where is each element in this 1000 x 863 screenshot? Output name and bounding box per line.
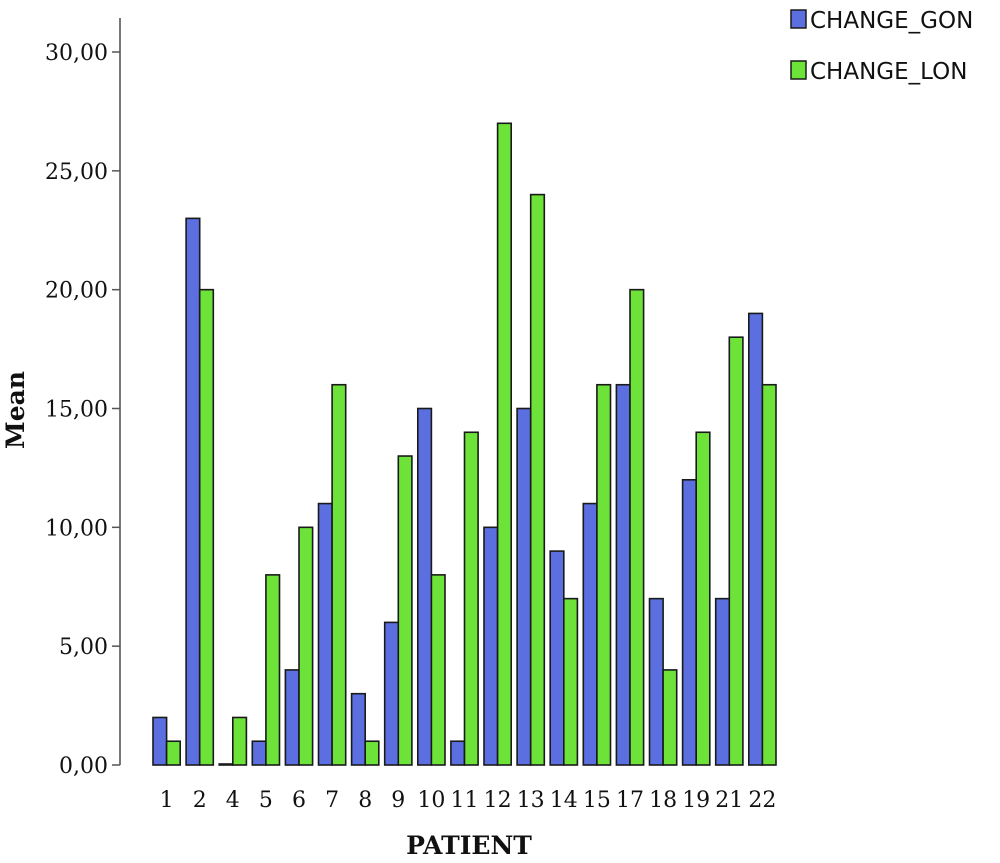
y-tick-label: 30,00 <box>45 41 108 66</box>
bar-change-lon-patient-6 <box>298 526 314 766</box>
bar-change-lon-patient-10 <box>430 574 446 766</box>
bar-change-lon-patient-21 <box>728 336 744 766</box>
bar-change-lon-patient-15 <box>596 383 612 766</box>
bar-change-gon-patient-15 <box>582 502 598 766</box>
bar-change-gon-patient-11 <box>450 740 466 766</box>
bar-change-lon-patient-17 <box>629 288 645 766</box>
bar-change-gon-patient-19 <box>681 478 697 766</box>
bar-change-gon-patient-18 <box>648 597 664 766</box>
bar-change-lon-patient-11 <box>463 431 479 766</box>
x-tick-label: 4 <box>226 788 240 813</box>
y-tick-label: 20,00 <box>45 279 108 304</box>
bar-change-gon-patient-10 <box>416 407 433 766</box>
bar-change-lon-patient-4 <box>232 716 248 766</box>
x-tick-label: 17 <box>616 788 644 813</box>
x-tick-label: 7 <box>325 788 339 813</box>
x-tick-label: 22 <box>748 788 776 813</box>
x-tick-label: 10 <box>417 788 445 813</box>
x-tick-label: 14 <box>550 788 578 813</box>
bars-layer <box>152 122 777 766</box>
bar-change-gon-patient-13 <box>516 407 532 766</box>
y-tick-label: 0,00 <box>59 754 108 779</box>
x-tick-label: 13 <box>517 788 545 813</box>
bar-change-lon-patient-14 <box>562 597 579 766</box>
bar-change-gon-patient-4 <box>218 763 234 766</box>
x-tick-label: 6 <box>292 788 306 813</box>
bar-change-lon-patient-13 <box>529 193 546 766</box>
bar-change-lon-patient-18 <box>662 669 678 766</box>
bar-change-gon-patient-7 <box>317 502 333 766</box>
axes-layer <box>112 18 121 766</box>
bar-change-lon-patient-2 <box>198 288 215 766</box>
legend-label-change-lon: CHANGE_LON <box>810 59 967 85</box>
x-tick-label: 2 <box>193 788 207 813</box>
x-tick-label: 12 <box>484 788 512 813</box>
bar-change-gon-patient-2 <box>185 217 201 766</box>
bar-change-lon-patient-22 <box>761 383 777 766</box>
bar-change-lon-patient-1 <box>165 740 182 766</box>
bar-change-lon-patient-8 <box>364 740 380 766</box>
bar-change-gon-patient-22 <box>747 312 764 766</box>
bar-change-gon-patient-17 <box>615 383 631 766</box>
bar-change-lon-patient-19 <box>695 431 711 766</box>
bar-change-gon-patient-6 <box>284 669 300 766</box>
bar-change-gon-patient-9 <box>383 621 400 766</box>
legend-swatch-change-gon <box>790 9 807 29</box>
labels-layer: 1 2 4 5 6 7 8 9 10 11 12 13 14 15 17 18 19 21 220,005,0010… <box>45 41 776 813</box>
x-tick-label: 21 <box>715 788 743 813</box>
bar-change-lon-patient-9 <box>397 455 413 766</box>
bar-change-gon-patient-8 <box>350 692 367 766</box>
x-axis-title: PATIENT <box>406 831 532 860</box>
y-tick-label: 25,00 <box>45 160 108 185</box>
x-tick-label: 9 <box>391 788 405 813</box>
bar-change-gon-patient-12 <box>483 526 499 766</box>
x-tick-label: 8 <box>358 788 372 813</box>
x-tick-label: 5 <box>259 788 273 813</box>
bar-change-lon-patient-7 <box>331 383 347 766</box>
bar-change-gon-patient-1 <box>152 716 168 766</box>
x-tick-label: 11 <box>451 788 479 813</box>
x-tick-label: 15 <box>583 788 611 813</box>
bar-change-gon-patient-5 <box>251 740 267 766</box>
bar-change-gon-patient-21 <box>714 597 731 766</box>
x-tick-label: 18 <box>649 788 677 813</box>
legend-swatch-change-lon <box>790 60 807 80</box>
legend-label-change-gon: CHANGE_GON <box>810 8 973 34</box>
y-tick-label: 5,00 <box>59 635 108 660</box>
bar-change-gon-patient-14 <box>549 550 565 766</box>
bar-change-lon-patient-12 <box>496 122 513 766</box>
bar-change-lon-patient-5 <box>265 574 281 766</box>
x-tick-label: 19 <box>682 788 710 813</box>
y-tick-label: 10,00 <box>45 516 108 541</box>
x-tick-label: 1 <box>160 788 174 813</box>
y-axis-title: Mean <box>1 371 30 449</box>
y-tick-label: 15,00 <box>45 398 108 423</box>
legend: CHANGE_GON CHANGE_LON <box>790 8 973 85</box>
